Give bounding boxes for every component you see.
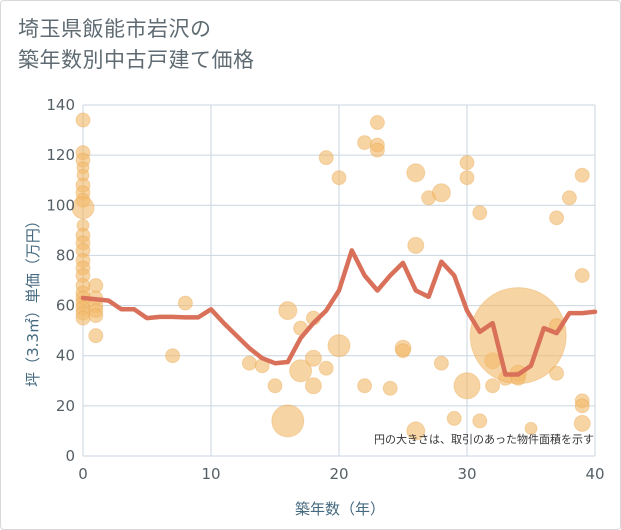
scatter-point [88, 308, 104, 324]
scatter-point [433, 355, 449, 371]
scatter-point [304, 349, 322, 367]
y-tick-label: 40 [56, 347, 75, 365]
chart-title: 埼玉県飯能市岩沢の 築年数別中古戸建て価格 [18, 14, 255, 76]
average-line-layer [80, 248, 598, 377]
average-price-line [80, 248, 598, 377]
scatter-point [357, 135, 373, 151]
chart-title-line1: 埼玉県飯能市岩沢の [18, 17, 212, 41]
scatter-point [327, 334, 351, 358]
x-tick-label: 40 [585, 465, 604, 483]
scatter-point [453, 372, 481, 400]
scatter-point [524, 421, 538, 435]
scatter-point [574, 167, 590, 183]
scatter-point [318, 150, 334, 166]
scatter-point [267, 378, 283, 394]
scatter-point [241, 355, 257, 371]
scatter-point [472, 413, 488, 429]
y-tick-label: 100 [46, 196, 75, 214]
scatter-point [549, 365, 565, 381]
scatter-point [271, 404, 305, 438]
y-tick-label: 140 [46, 96, 75, 114]
scatter-point [574, 398, 590, 414]
scatter-point [472, 205, 488, 221]
x-axis-label: 築年数（年） [295, 500, 385, 518]
x-tick-label: 0 [78, 465, 88, 483]
scatter-point [318, 360, 334, 376]
y-tick-label: 0 [65, 447, 75, 465]
scatter-point [459, 155, 475, 171]
y-tick-label: 60 [56, 297, 75, 315]
grid [82, 104, 596, 457]
x-tick-label: 20 [329, 465, 348, 483]
scatter-point [331, 170, 347, 186]
scatter-point [304, 377, 322, 395]
scatter-point [573, 414, 591, 432]
scatter-point [561, 190, 577, 206]
scatter-point [75, 310, 91, 326]
scatter-point [485, 378, 501, 394]
size-note: 円の大きさは、取引のあった物件面積を示す [374, 432, 594, 446]
scatter-point [75, 112, 91, 128]
scatter-point [71, 196, 95, 220]
chart-title-line2: 築年数別中古戸建て価格 [18, 48, 255, 72]
scatter-point [369, 142, 385, 158]
scatter-point [88, 278, 104, 294]
scatter-point [165, 348, 181, 364]
scatter-point [88, 328, 104, 344]
scatter-point [406, 163, 426, 183]
scatter-point [406, 421, 426, 441]
scatter-point [446, 410, 462, 426]
y-tick-label: 80 [56, 246, 75, 264]
y-axis-label: 坪（3.3㎡）単価（万円） [24, 213, 42, 387]
bubble-layer [71, 112, 591, 441]
scatter-point [289, 359, 313, 383]
scatter-point [431, 183, 451, 203]
scatter-point [395, 343, 411, 359]
scatter-point [369, 115, 385, 131]
scatter-point [549, 210, 565, 226]
y-tick-label: 120 [46, 146, 75, 164]
scatter-point [459, 170, 475, 186]
scatter-point [357, 378, 373, 394]
scatter-point [382, 380, 398, 396]
scatter-point [278, 301, 298, 321]
x-tick-label: 30 [457, 465, 476, 483]
scatter-point [177, 295, 193, 311]
x-tick-label: 10 [201, 465, 220, 483]
tick-labels: 0 20 40 60 80 100 120 140 0 10 20 30 40 [46, 96, 604, 483]
scatter-point [574, 267, 590, 283]
scatter-point [407, 236, 425, 254]
y-tick-label: 20 [56, 397, 75, 415]
